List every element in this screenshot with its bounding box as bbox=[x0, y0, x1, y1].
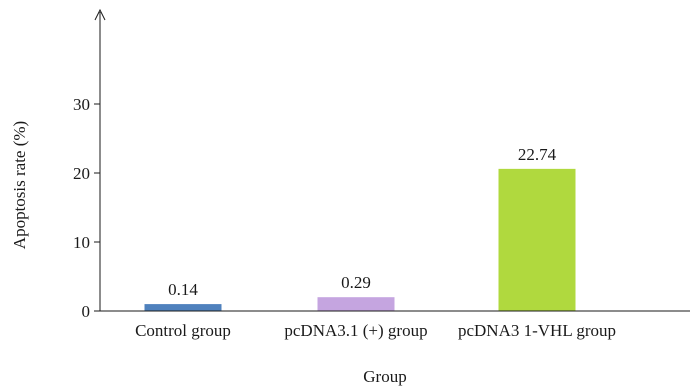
bar-value-label: 0.29 bbox=[341, 273, 371, 292]
y-axis-arrow bbox=[94, 8, 106, 21]
bar bbox=[144, 304, 222, 311]
bar bbox=[317, 297, 395, 311]
y-tick-label: 30 bbox=[73, 95, 90, 114]
y-tick-label: 0 bbox=[82, 302, 91, 321]
x-category-labels: Control group pcDNA3.1 (+) group pcDNA3 1-… bbox=[135, 321, 616, 340]
x-category-label: Control group bbox=[135, 321, 231, 340]
bar-value-label: 22.74 bbox=[518, 145, 557, 164]
y-tick-label: 10 bbox=[73, 233, 90, 252]
bar bbox=[498, 168, 576, 311]
x-category-label: pcDNA3.1 (+) group bbox=[284, 321, 427, 340]
bars bbox=[144, 168, 576, 311]
y-tick-label: 20 bbox=[73, 164, 90, 183]
bar-value-label: 0.14 bbox=[168, 280, 198, 299]
data-labels: 0.14 0.29 22.74 bbox=[168, 145, 557, 299]
x-category-label: pcDNA3 1-VHL group bbox=[458, 321, 616, 340]
x-axis-title: Group bbox=[363, 367, 406, 386]
y-axis-title: Apoptosis rate (%) bbox=[10, 121, 29, 249]
y-ticks: 0 10 20 30 bbox=[73, 95, 100, 321]
